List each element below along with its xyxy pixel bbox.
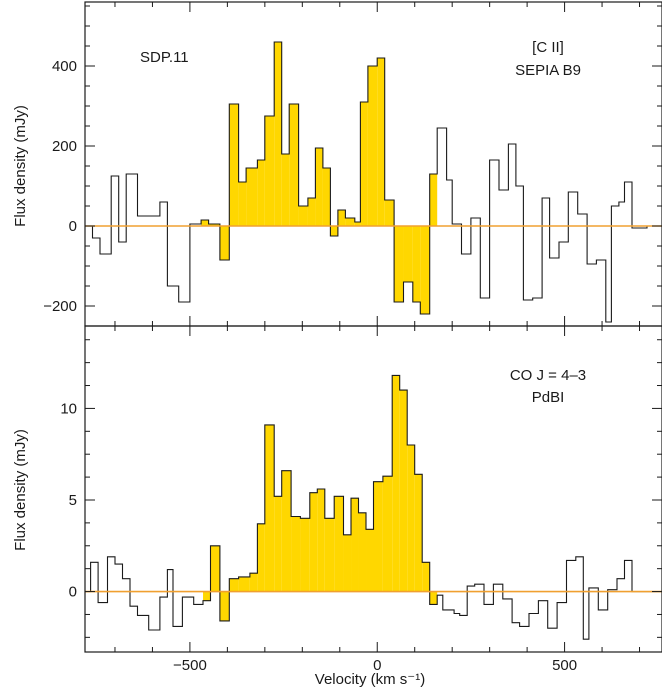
co-x-tick-label: 0 (373, 657, 381, 674)
cii-highlight-bin (322, 168, 331, 226)
co-highlight-bin (264, 424, 275, 592)
object-label: SDP.11 (140, 49, 189, 66)
co-highlight-bin (210, 545, 220, 592)
cii-y-tick-label: 0 (69, 218, 77, 235)
co-highlight-bin (366, 529, 374, 592)
cii-highlight-bin (420, 226, 430, 314)
co-highlight-bin (343, 534, 352, 592)
co-spectrum-panel: 0 5 10 −500 0 500 (60, 325, 662, 674)
co-highlight-bin (351, 498, 359, 592)
cii-highlight-bin (229, 104, 239, 226)
cii-highlight-bin (246, 168, 258, 226)
cii-highlight-bin (367, 66, 378, 226)
cii-highlight-bin (315, 148, 323, 226)
co-instrument-label: PdBI (532, 389, 565, 406)
co-x-tick-label: 500 (552, 657, 577, 674)
co-highlight-bin (317, 489, 325, 592)
co-highlight-bin (249, 573, 258, 592)
cii-spectrum-line (85, 41, 662, 323)
cii-highlight-bin (219, 226, 230, 260)
cii-highlight-bin (264, 116, 275, 226)
cii-highlight-bin (298, 206, 308, 226)
cii-highlight-bin (281, 154, 290, 226)
co-highlight-bin (300, 518, 310, 592)
cii-highlight-bin (354, 222, 361, 226)
co-highlight-bin (238, 576, 250, 592)
co-highlight-bin (414, 474, 423, 592)
cii-highlight-bin (360, 102, 368, 226)
co-highlight-bin (429, 591, 438, 605)
cii-highlight-bin (345, 218, 355, 226)
co-highlight-bin (291, 516, 301, 592)
cii-highlight-bin (337, 210, 346, 226)
co-y-tick-label: 0 (69, 584, 77, 601)
co-highlight-bin (324, 518, 335, 592)
cii-instrument-label: SEPIA B9 (515, 62, 581, 79)
co-highlight-bin (334, 496, 344, 592)
cii-highlight-bin (412, 226, 421, 302)
co-highlight-bin (203, 591, 211, 601)
co-highlight-bin (219, 591, 230, 621)
cii-highlight-bin (384, 200, 395, 226)
y-axis-label-top: Flux density (mJy) (12, 105, 29, 227)
co-highlight-bin (407, 445, 415, 592)
co-highlight-bin (257, 523, 265, 592)
co-highlight-bin (422, 562, 430, 592)
cii-highlight-bin (289, 104, 299, 226)
cii-highlight-bin (330, 226, 338, 236)
co-line-label: CO J = 4–3 (510, 367, 586, 384)
cii-highlight-bin (403, 226, 413, 282)
cii-highlight-bin (429, 174, 438, 226)
co-spectrum-line (85, 374, 662, 640)
co-x-tick-label: −500 (173, 657, 207, 674)
co-plot-frame (84, 325, 662, 653)
co-highlight-bin (373, 481, 383, 592)
cii-y-tick-label: 200 (52, 138, 77, 155)
cii-highlight-bin (208, 224, 220, 226)
co-highlight-bin (399, 390, 408, 592)
cii-y-tick-label: 400 (52, 58, 77, 75)
cii-y-tick-label: −200 (43, 298, 77, 315)
co-highlight-bin (229, 578, 239, 592)
co-highlight-bin (274, 496, 282, 592)
cii-line-label: [C II] (532, 39, 564, 56)
cii-highlight-bin (274, 42, 282, 226)
co-highlight-bin (309, 492, 318, 592)
co-highlight-bin (358, 512, 367, 592)
co-highlight-bin (382, 476, 393, 592)
cii-highlight-bin (257, 160, 265, 226)
co-y-tick-label: 5 (69, 492, 77, 509)
cii-spectrum-panel: −200 0 200 400 (43, 1, 662, 327)
x-axis-label: Velocity (km s⁻¹) (315, 671, 425, 688)
y-axis-label-bottom: Flux density (mJy) (12, 429, 29, 551)
co-y-tick-label: 10 (60, 400, 77, 417)
cii-highlight-bin (377, 58, 385, 226)
cii-highlight-bin (394, 226, 404, 302)
cii-highlight-bin (238, 182, 247, 226)
cii-highlight-bin (201, 220, 209, 226)
cii-highlight-bin (307, 198, 316, 226)
co-highlight-bin (281, 470, 292, 592)
co-highlight-bin (392, 375, 400, 592)
